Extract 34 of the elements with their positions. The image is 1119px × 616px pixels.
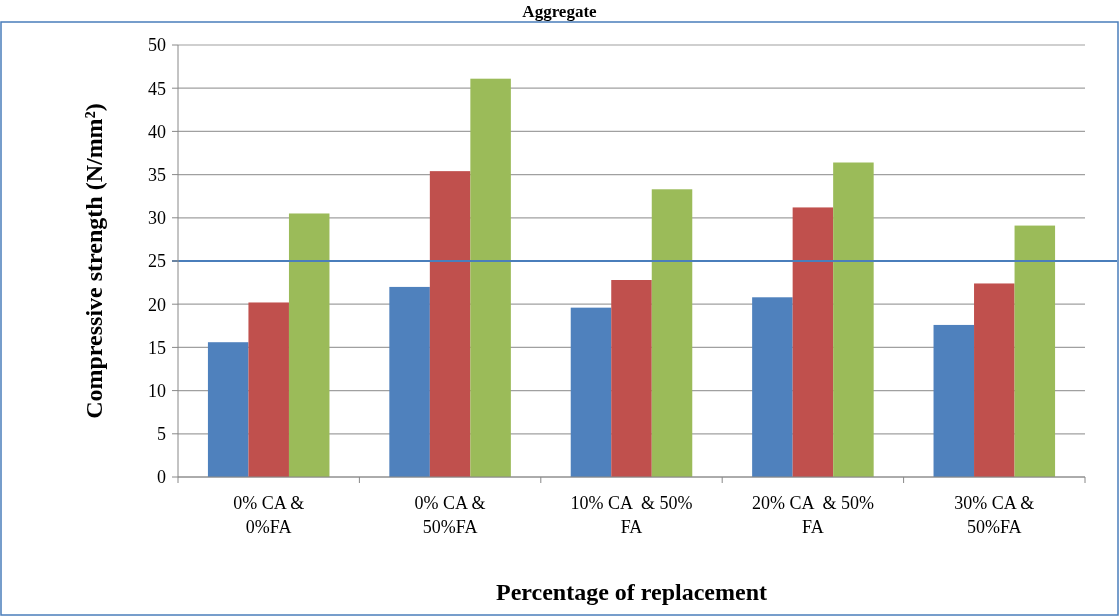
bar [933,324,975,477]
bar [752,297,793,477]
bar [611,280,652,477]
y-tick-label: 5 [157,424,166,445]
bar [570,307,612,477]
bar [288,213,330,477]
y-tick-label: 20 [148,294,166,315]
bar [974,283,1015,477]
y-tick-label: 15 [148,337,166,358]
y-tick-label: 45 [148,78,166,99]
y-tick-label: 10 [148,380,166,401]
x-tick-label: 0% CA & 0%FA [233,493,305,537]
y-tick-label: 35 [148,164,166,185]
x-axis-title: Percentage of replacement [496,579,767,605]
bar [1014,225,1056,477]
y-tick-label: 30 [148,208,166,229]
bar [651,189,693,477]
x-tick-label: 10% CA & 50% FA [570,493,693,537]
y-tick-label: 0 [157,467,166,488]
bar [833,162,874,477]
y-tick-label: 50 [148,35,166,56]
bar [792,207,834,477]
bar [429,171,471,477]
x-tick-label: 20% CA & 50% FA [751,493,874,537]
y-tick-label: 40 [148,121,166,142]
y-axis-title: Compressive strength (N/mm²) [81,103,107,419]
bar [470,78,511,477]
y-tick-label: 25 [148,251,166,272]
x-tick-label: 30% CA & 50%FA [954,493,1035,537]
bar [248,302,289,477]
bar [389,286,430,477]
chart-title: Aggregate [522,2,598,21]
x-tick-label: 0% CA & 50%FA [414,493,486,537]
bar [207,342,249,477]
